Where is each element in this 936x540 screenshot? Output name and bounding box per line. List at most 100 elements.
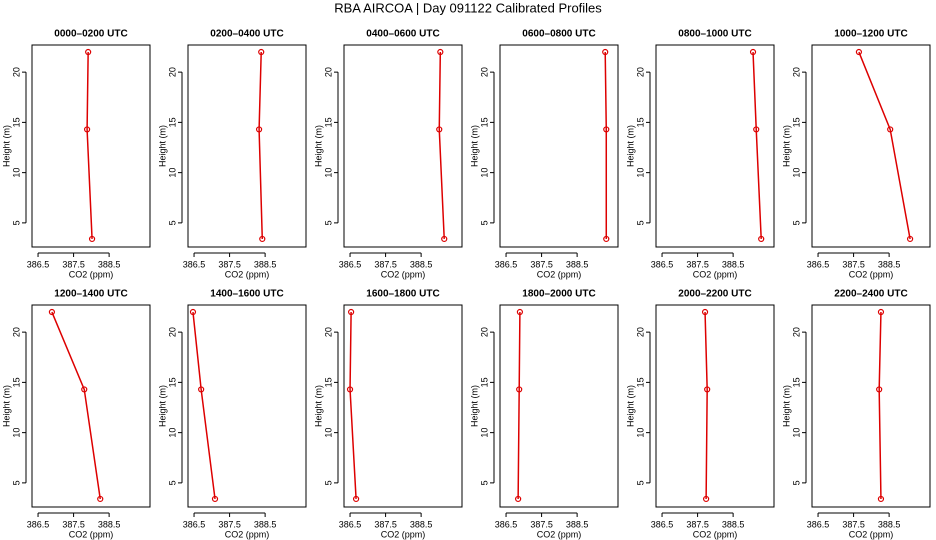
- point: [603, 126, 610, 133]
- x-tick-label: 388.5: [722, 519, 745, 529]
- y-tick-label: 10: [479, 428, 489, 438]
- x-tick-label: 387.5: [62, 519, 85, 529]
- y-tick-label: 15: [479, 117, 489, 127]
- plot-frame: [31, 304, 151, 508]
- x-tick-label: 387.5: [218, 519, 241, 529]
- x-tick-label: 388.5: [410, 519, 433, 529]
- panel-title: 0800–1000 UTC: [678, 29, 751, 40]
- y-tick-label: 20: [791, 327, 801, 337]
- point: [88, 235, 96, 243]
- x-tick-label: 386.5: [339, 259, 362, 269]
- y-axis-label: Height (m): [313, 125, 323, 167]
- x-tick-label: 386.5: [183, 519, 206, 529]
- x-axis-label: CO2 (ppm): [849, 529, 894, 539]
- x-tick-label: 388.5: [566, 259, 589, 269]
- profile-line: [438, 52, 445, 239]
- y-axis-label: Height (m): [1, 385, 11, 427]
- point: [906, 235, 914, 243]
- y-axis-label: Height (m): [469, 385, 479, 427]
- panel-title: 1600–1800 UTC: [366, 289, 439, 300]
- plot-frame: [811, 44, 931, 248]
- point: [758, 235, 765, 243]
- panel-title: 0600–0800 UTC: [522, 29, 595, 40]
- y-tick-label: 15: [167, 117, 177, 127]
- profile-line: [604, 52, 608, 239]
- y-tick-label: 5: [323, 220, 333, 225]
- y-tick-label: 10: [479, 168, 489, 178]
- y-tick-label: 10: [167, 428, 177, 438]
- x-tick-label: 388.5: [98, 259, 121, 269]
- y-axis-label: Height (m): [625, 125, 635, 167]
- x-axis-label: CO2 (ppm): [69, 269, 114, 279]
- panel-title: 0000–0200 UTC: [54, 29, 127, 40]
- y-axis-label: Height (m): [781, 385, 791, 427]
- x-axis-label: CO2 (ppm): [693, 269, 738, 279]
- plot-frame: [31, 44, 151, 248]
- y-tick-label: 20: [479, 67, 489, 77]
- panel-title: 2000–2200 UTC: [678, 289, 751, 300]
- y-tick-label: 15: [11, 377, 21, 387]
- x-axis-label: CO2 (ppm): [693, 529, 738, 539]
- x-tick-label: 387.5: [686, 519, 709, 529]
- point: [211, 495, 219, 503]
- x-tick-label: 387.5: [62, 259, 85, 269]
- point: [198, 386, 205, 393]
- y-tick-label: 20: [323, 327, 333, 337]
- y-tick-label: 20: [635, 327, 645, 337]
- profile-line: [858, 51, 911, 240]
- x-tick-label: 386.5: [27, 259, 50, 269]
- profile-line: [51, 311, 101, 500]
- point: [348, 308, 355, 316]
- profile-line: [86, 52, 93, 239]
- point: [703, 495, 710, 503]
- point: [753, 126, 760, 133]
- y-axis-label: Height (m): [625, 385, 635, 427]
- y-tick-label: 5: [167, 480, 177, 485]
- point: [346, 386, 354, 393]
- y-tick-label: 15: [167, 377, 177, 387]
- x-tick-label: 388.5: [566, 519, 589, 529]
- point: [189, 308, 197, 316]
- y-tick-label: 5: [167, 220, 177, 225]
- x-axis-label: CO2 (ppm): [849, 269, 894, 279]
- y-tick-label: 15: [791, 377, 801, 387]
- point: [255, 126, 263, 133]
- y-tick-label: 15: [635, 117, 645, 127]
- x-axis-label: CO2 (ppm): [225, 529, 270, 539]
- profile-line: [752, 52, 762, 239]
- x-tick-label: 386.5: [495, 259, 518, 269]
- y-tick-label: 5: [11, 220, 21, 225]
- panel-title: 1000–1200 UTC: [834, 29, 907, 40]
- point: [704, 386, 711, 393]
- x-tick-label: 387.5: [842, 259, 865, 269]
- point: [436, 126, 443, 133]
- panel-title: 0200–0400 UTC: [210, 29, 283, 40]
- x-axis-label: CO2 (ppm): [537, 269, 582, 279]
- point: [603, 235, 610, 243]
- x-tick-label: 387.5: [686, 259, 709, 269]
- y-axis-label: Height (m): [1, 125, 11, 167]
- y-tick-label: 5: [635, 220, 645, 225]
- y-tick-label: 5: [791, 480, 801, 485]
- point: [83, 126, 91, 133]
- x-tick-label: 386.5: [495, 519, 518, 529]
- point: [81, 386, 88, 393]
- y-tick-label: 15: [635, 377, 645, 387]
- y-tick-label: 5: [479, 220, 489, 225]
- y-tick-label: 20: [167, 67, 177, 77]
- y-tick-label: 5: [323, 480, 333, 485]
- x-tick-label: 388.5: [878, 259, 901, 269]
- point: [97, 495, 104, 503]
- y-tick-label: 20: [323, 67, 333, 77]
- profile-line: [878, 312, 882, 499]
- x-tick-label: 388.5: [722, 259, 745, 269]
- point: [602, 48, 609, 56]
- point: [352, 495, 360, 503]
- x-tick-label: 388.5: [878, 519, 901, 529]
- x-tick-label: 387.5: [374, 259, 397, 269]
- y-tick-label: 5: [635, 480, 645, 485]
- y-tick-label: 15: [323, 377, 333, 387]
- point: [877, 308, 885, 316]
- x-tick-label: 387.5: [218, 259, 241, 269]
- point: [855, 48, 863, 56]
